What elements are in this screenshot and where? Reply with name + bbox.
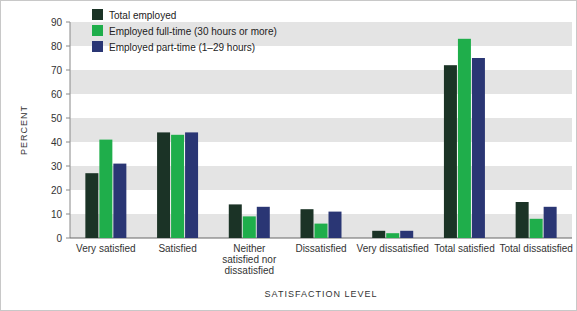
bar (400, 231, 413, 238)
bars (85, 39, 556, 238)
bar (329, 212, 342, 238)
y-tick (66, 166, 70, 167)
y-tick (66, 190, 70, 191)
y-tick (66, 46, 70, 47)
x-tick-label-line: satisfied nor (222, 254, 277, 265)
bar (530, 219, 543, 238)
bar (229, 204, 242, 238)
y-tick-label: 60 (51, 89, 63, 100)
y-tick-label: 30 (51, 161, 63, 172)
bar (372, 231, 385, 238)
bar (458, 39, 471, 238)
bar (315, 224, 328, 238)
y-tick-label: 20 (51, 185, 63, 196)
x-tick-label-line: dissatisfied (225, 265, 274, 276)
bar (99, 140, 112, 238)
x-tick-label: Neithersatisfied nordissatisfied (222, 243, 277, 276)
y-axis (70, 22, 71, 238)
y-axis-label: PERCENT (19, 105, 29, 155)
x-tick-label: Total dissatisfied (499, 243, 572, 254)
bar (472, 58, 485, 238)
grid-band (70, 166, 572, 190)
x-axis-label: SATISFACTION LEVEL (265, 289, 378, 299)
bar (544, 207, 557, 238)
bar (516, 202, 529, 238)
legend-swatch (92, 41, 103, 52)
x-tick-label-line: Very dissatisfied (357, 243, 429, 254)
bar (386, 233, 399, 238)
chart-svg: 0 10 20 30 40 50 60 70 80 90 Very satisfied Satisfi… (0, 0, 577, 311)
y-tick (66, 94, 70, 95)
bar (301, 209, 314, 238)
x-tick-label: Dissatisfied (295, 243, 346, 254)
x-tick-label: Very satisfied (76, 243, 135, 254)
x-tick-label-line: Dissatisfied (295, 243, 346, 254)
y-tick-label: 40 (51, 137, 63, 148)
grid-band (70, 70, 572, 94)
y-tick (66, 142, 70, 143)
legend-label: Total employed (109, 10, 176, 21)
y-tick (66, 70, 70, 71)
x-tick-label: Total satisfied (434, 243, 495, 254)
x-tick-label-line: Neither (233, 243, 266, 254)
y-tick (66, 22, 70, 23)
bar (113, 164, 126, 238)
y-tick-label: 80 (51, 41, 63, 52)
x-tick-label-line: Satisfied (158, 243, 196, 254)
bar (157, 132, 170, 238)
x-tick-label: Very dissatisfied (357, 243, 429, 254)
y-tick-label: 10 (51, 209, 63, 220)
bar (85, 173, 98, 238)
x-tick-label-line: Total satisfied (434, 243, 495, 254)
chart-container: 0 10 20 30 40 50 60 70 80 90 Very satisfied Satisfi… (0, 0, 577, 311)
y-tick-label: 50 (51, 113, 63, 124)
grid-band (70, 214, 572, 238)
y-tick-label: 70 (51, 65, 63, 76)
y-tick-label: 0 (56, 233, 62, 244)
y-tick-label: 90 (51, 17, 63, 28)
x-tick-label-line: Total dissatisfied (499, 243, 572, 254)
y-tick (66, 214, 70, 215)
frame (1, 1, 577, 311)
bar (444, 65, 457, 238)
legend-swatch (92, 25, 103, 36)
y-tick (66, 118, 70, 119)
legend-swatch (92, 9, 103, 20)
legend-label: Employed full-time (30 hours or more) (109, 26, 277, 37)
bar (257, 207, 270, 238)
bar (243, 216, 256, 238)
bar (185, 132, 198, 238)
grid-band (70, 118, 572, 142)
y-tick (66, 238, 70, 239)
legend-label: Employed part-time (1–29 hours) (109, 42, 255, 53)
x-tick-label-line: Very satisfied (76, 243, 135, 254)
bar (171, 135, 184, 238)
x-tick-label: Satisfied (158, 243, 196, 254)
